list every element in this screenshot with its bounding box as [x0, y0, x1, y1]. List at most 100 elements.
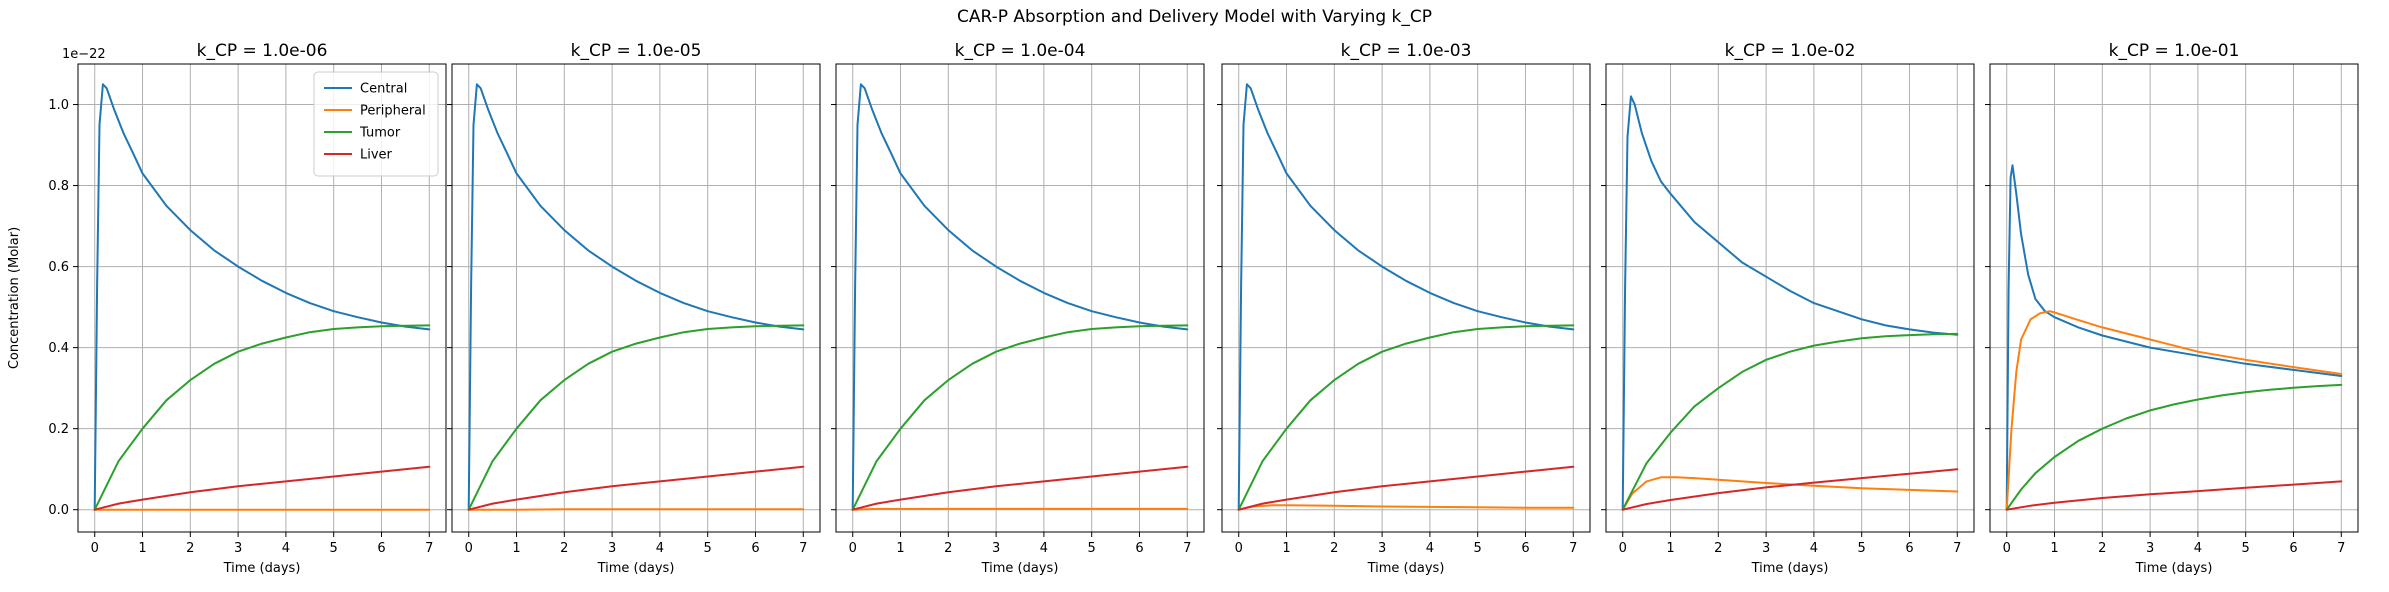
- x-tick-label: 4: [1810, 541, 1818, 556]
- x-tick-label: 7: [799, 541, 807, 556]
- x-tick-label: 6: [1135, 541, 1143, 556]
- x-axis-label: Time (days): [597, 561, 675, 576]
- x-tick-label: 4: [1040, 541, 1048, 556]
- x-tick-label: 1: [1666, 541, 1674, 556]
- series-line-tumor: [1621, 332, 1959, 511]
- y-scale-label: 1e−22: [62, 47, 106, 62]
- x-tick-label: 4: [282, 541, 290, 556]
- x-tick-label: 1: [2050, 541, 2058, 556]
- x-tick-label: 2: [2098, 541, 2106, 556]
- y-tick-label: 0.0: [48, 503, 69, 518]
- series-line-central: [1237, 83, 1575, 511]
- x-tick-label: 0: [465, 541, 473, 556]
- series-line-peripheral: [2005, 310, 2343, 511]
- x-axis-label: Time (days): [223, 561, 301, 576]
- x-tick-label: 6: [1521, 541, 1529, 556]
- x-tick-label: 3: [608, 541, 616, 556]
- chart-panel-6: k_CP = 1.0e-01 0 1 2 3 4 5 6 7 Time (days): [1985, 41, 2359, 576]
- series-line-liver: [851, 465, 1189, 511]
- x-tick-label: 5: [2242, 541, 2250, 556]
- series-line-tumor: [851, 324, 1189, 511]
- panel-title: k_CP = 1.0e-02: [1725, 41, 1856, 61]
- x-tick-label: 3: [1378, 541, 1386, 556]
- x-tick-label: 3: [2146, 541, 2154, 556]
- series-line-peripheral: [851, 507, 1189, 511]
- series-line-central: [851, 83, 1189, 511]
- x-tick-label: 5: [1858, 541, 1866, 556]
- x-tick-label: 5: [1088, 541, 1096, 556]
- x-tick-label: 3: [234, 541, 242, 556]
- x-tick-label: 7: [1569, 541, 1577, 556]
- series-line-liver: [93, 465, 431, 511]
- x-tick-label: 2: [1714, 541, 1722, 556]
- axes-frame: [1221, 63, 1591, 533]
- figure-title: CAR-P Absorption and Delivery Model with…: [957, 7, 1432, 27]
- chart-panel-2: k_CP = 1.0e-05 0 1 2 3 4 5 6 7 Time (days): [447, 41, 821, 576]
- axes-frame: [77, 63, 447, 533]
- series-line-central: [1621, 95, 1959, 511]
- legend: Central Peripheral Tumor Liver: [313, 71, 439, 177]
- series-line-liver: [2005, 480, 2343, 511]
- x-tick-label: 1: [138, 541, 146, 556]
- series-line-liver: [1621, 468, 1959, 511]
- x-tick-label: 3: [1762, 541, 1770, 556]
- chart-panel-4: k_CP = 1.0e-03 0 1 2 3 4 5 6 7 Time (days): [1217, 41, 1591, 576]
- panel-title: k_CP = 1.0e-06: [197, 41, 328, 61]
- legend-label: Peripheral: [360, 104, 426, 119]
- legend-label: Central: [360, 82, 407, 97]
- axes-frame: [1989, 63, 2359, 533]
- x-tick-label: 1: [512, 541, 520, 556]
- x-tick-label: 3: [992, 541, 1000, 556]
- chart-panel-1: k_CP = 1.0e-06 0 1 2 3 4 5 6 7 Time (days) 0.0 0.2 0…: [7, 41, 447, 576]
- x-tick-label: 5: [1474, 541, 1482, 556]
- x-tick-label: 6: [1905, 541, 1913, 556]
- x-tick-label: 4: [1426, 541, 1434, 556]
- series-line-tumor: [2005, 383, 2343, 511]
- axes-frame: [835, 63, 1205, 533]
- x-axis-label: Time (days): [2135, 561, 2213, 576]
- x-tick-label: 7: [2337, 541, 2345, 556]
- x-tick-label: 1: [896, 541, 904, 556]
- legend-label: Tumor: [359, 126, 401, 141]
- axes-frame: [1605, 63, 1975, 533]
- x-tick-label: 2: [186, 541, 194, 556]
- y-tick-label: 0.2: [48, 422, 69, 437]
- x-tick-label: 2: [1330, 541, 1338, 556]
- x-tick-label: 7: [425, 541, 433, 556]
- panel-title: k_CP = 1.0e-05: [571, 41, 702, 61]
- x-tick-label: 6: [751, 541, 759, 556]
- axes-frame: [451, 63, 821, 533]
- x-tick-label: 2: [944, 541, 952, 556]
- y-tick-label: 0.8: [48, 179, 69, 194]
- x-tick-label: 6: [377, 541, 385, 556]
- panel-title: k_CP = 1.0e-03: [1341, 41, 1472, 61]
- x-tick-label: 7: [1953, 541, 1961, 556]
- chart-panel-5: k_CP = 1.0e-02 0 1 2 3 4 5 6 7 Time (days): [1601, 41, 1975, 576]
- series-line-liver: [1237, 465, 1575, 511]
- x-tick-label: 0: [2003, 541, 2011, 556]
- series-line-tumor: [93, 324, 431, 511]
- x-tick-label: 5: [330, 541, 338, 556]
- legend-box: [313, 71, 439, 177]
- x-tick-label: 2: [560, 541, 568, 556]
- series-line-tumor: [467, 324, 805, 511]
- panel-title: k_CP = 1.0e-04: [955, 41, 1086, 61]
- x-tick-label: 4: [2194, 541, 2202, 556]
- x-tick-label: 0: [1619, 541, 1627, 556]
- x-tick-label: 0: [1235, 541, 1243, 556]
- chart-panel-3: k_CP = 1.0e-04 0 1 2 3 4 5 6 7 Time (days): [831, 41, 1205, 576]
- series-line-central: [2005, 164, 2343, 511]
- y-tick-label: 0.4: [48, 341, 69, 356]
- y-axis-label: Concentration (Molar): [7, 227, 22, 369]
- y-tick-label: 0.6: [48, 260, 69, 275]
- x-axis-label: Time (days): [981, 561, 1059, 576]
- series-line-tumor: [1237, 324, 1575, 511]
- x-axis-label: Time (days): [1751, 561, 1829, 576]
- x-tick-label: 5: [704, 541, 712, 556]
- series-line-central: [467, 83, 805, 511]
- x-tick-label: 7: [1183, 541, 1191, 556]
- series-line-central: [93, 83, 431, 511]
- series-line-peripheral: [1621, 476, 1959, 511]
- x-tick-label: 0: [91, 541, 99, 556]
